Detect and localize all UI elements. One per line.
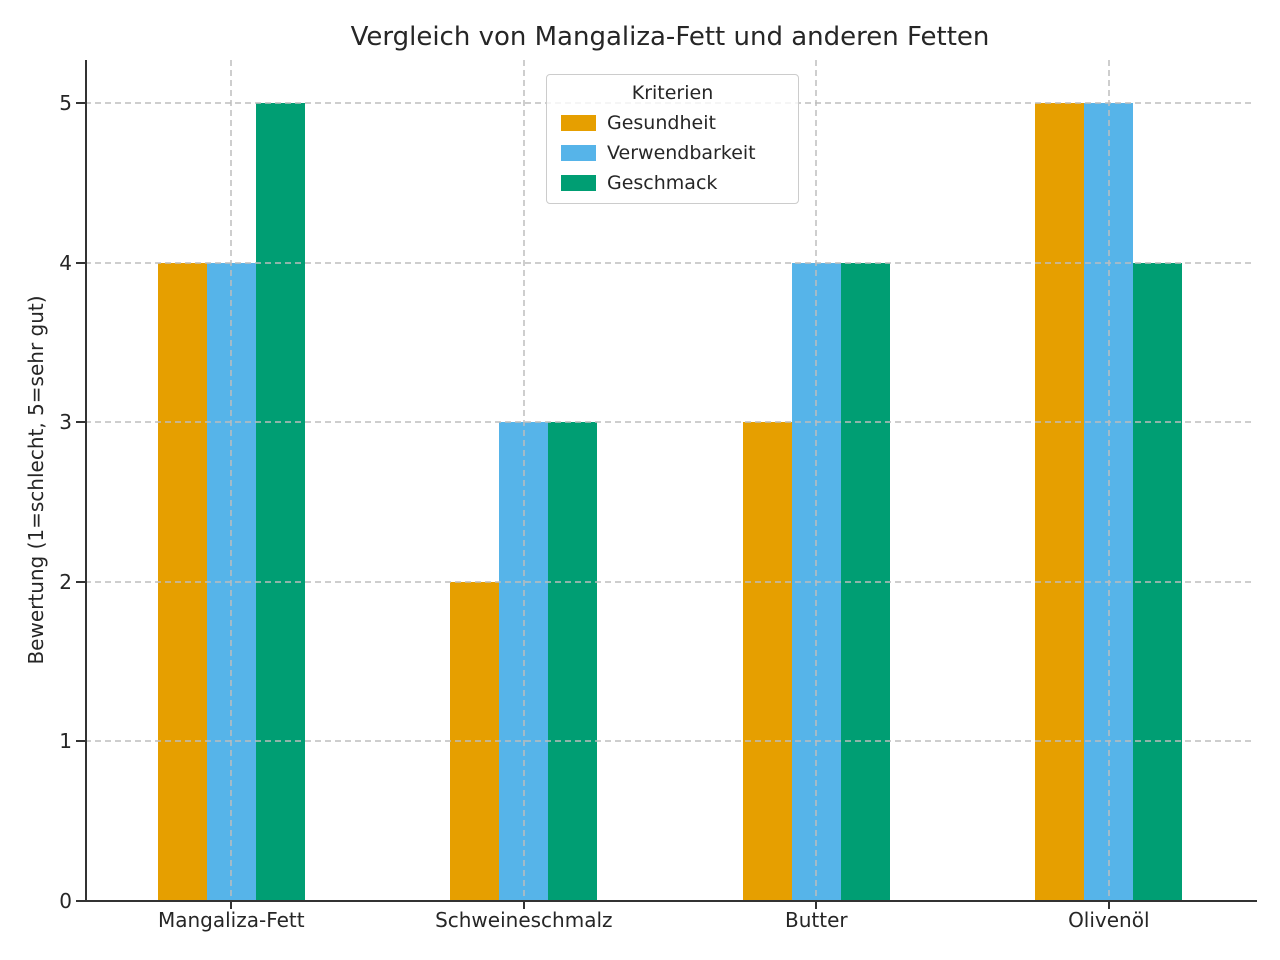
x-tick [522, 901, 525, 909]
x-gridline [522, 60, 525, 901]
bar-geschmack-1 [548, 422, 598, 901]
legend-item-label: Verwendbarkeit [607, 142, 756, 164]
x-tick-label: Mangaliza-Fett [157, 908, 305, 932]
y-tick-label: 0 [59, 889, 72, 913]
y-tick-label: 4 [59, 250, 72, 275]
legend-item: Geschmack [561, 172, 784, 194]
legend-swatch-verwendbarkeit [561, 145, 596, 161]
y-axis-label: Bewertung (1=schlecht, 5=sehr gut) [24, 295, 48, 665]
y-tick [76, 102, 85, 104]
legend-swatch-gesundheit [561, 115, 596, 131]
y-tick-label: 5 [59, 91, 72, 115]
y-tick-label: 2 [59, 569, 72, 594]
x-tick [1107, 901, 1110, 909]
y-tick [76, 900, 85, 902]
x-gridline [230, 60, 233, 901]
bar-gesundheit-3 [1035, 103, 1085, 901]
legend-items: Gesundheit Verwendbarkeit Geschmack [561, 112, 784, 194]
x-gridline [1107, 60, 1110, 901]
legend-item: Gesundheit [561, 112, 784, 134]
legend: Kriterien Gesundheit Verwendbarkeit Geschm… [546, 74, 799, 204]
plot-area [76, 60, 1257, 909]
y-axis-spine [85, 60, 87, 901]
y-tick [76, 261, 85, 264]
y-gridline [85, 740, 1255, 743]
legend-item-label: Gesundheit [607, 112, 716, 134]
y-tick-label: 1 [59, 729, 72, 754]
x-gridline [815, 60, 818, 901]
y-tick [76, 740, 85, 743]
y-tick [76, 580, 85, 583]
y-gridline [85, 261, 1255, 264]
legend-title: Kriterien [631, 82, 714, 104]
x-tick-label: Olivenöl [1068, 908, 1150, 932]
x-tick [815, 901, 818, 909]
x-tick-label: Schweineschmalz [435, 908, 613, 932]
legend-swatch-geschmack [561, 175, 596, 191]
legend-item: Verwendbarkeit [561, 142, 784, 164]
y-tick [76, 421, 85, 424]
y-gridline [85, 580, 1255, 583]
y-tick-label: 3 [59, 410, 72, 435]
chart-title: Vergleich von Mangaliza-Fett und anderen… [350, 22, 990, 52]
bar-geschmack-0 [255, 103, 305, 901]
x-tick [230, 901, 233, 909]
y-gridline [85, 421, 1255, 424]
bar-gesundheit-2 [742, 422, 792, 901]
legend-item-label: Geschmack [607, 172, 718, 194]
x-axis-spine [84, 899, 1257, 902]
x-tick-label: Butter [784, 908, 848, 932]
